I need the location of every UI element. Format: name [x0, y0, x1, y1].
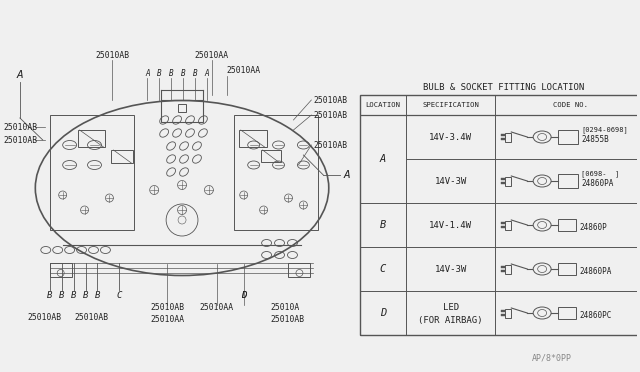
- Text: 14V-3W: 14V-3W: [435, 176, 467, 186]
- Bar: [501, 270, 506, 272]
- Text: 14V-3W: 14V-3W: [435, 264, 467, 273]
- Text: B: B: [169, 68, 173, 77]
- Bar: [289, 263, 310, 277]
- Text: B: B: [47, 291, 52, 299]
- Text: B: B: [193, 68, 197, 77]
- Text: 25010AB: 25010AB: [28, 314, 62, 323]
- Text: (FOR AIRBAG): (FOR AIRBAG): [419, 315, 483, 324]
- Bar: [77, 130, 106, 147]
- Text: CODE NO.: CODE NO.: [554, 102, 589, 108]
- Text: BULB & SOCKET FITTING LOCATION: BULB & SOCKET FITTING LOCATION: [423, 83, 584, 92]
- Text: B: B: [380, 220, 386, 230]
- Text: 25010AB: 25010AB: [3, 135, 37, 144]
- Bar: [506, 264, 511, 273]
- Text: 24855B: 24855B: [581, 135, 609, 144]
- Text: 25010AB: 25010AB: [3, 122, 37, 131]
- Text: A: A: [343, 170, 350, 180]
- Text: 25010AA: 25010AA: [227, 65, 261, 74]
- Text: B: B: [95, 291, 100, 299]
- Bar: [239, 130, 267, 147]
- Text: A: A: [17, 70, 23, 80]
- Text: B: B: [157, 68, 161, 77]
- Text: 25010AB: 25010AB: [314, 141, 348, 150]
- Text: 25010AA: 25010AA: [150, 315, 184, 324]
- Text: 25010AB: 25010AB: [95, 51, 129, 60]
- Bar: [558, 263, 576, 275]
- Text: B: B: [59, 291, 65, 299]
- Text: C: C: [380, 264, 386, 274]
- Bar: [506, 308, 511, 317]
- Bar: [501, 182, 506, 184]
- Bar: [360, 95, 640, 335]
- Text: 24860PA: 24860PA: [581, 179, 613, 187]
- Text: 25010AB: 25010AB: [75, 314, 109, 323]
- Text: 24860P: 24860P: [579, 222, 607, 231]
- Text: 25010A: 25010A: [271, 304, 300, 312]
- Bar: [558, 174, 578, 188]
- Text: B: B: [180, 68, 186, 77]
- Text: 25010AB: 25010AB: [150, 304, 184, 312]
- Bar: [506, 176, 511, 186]
- Text: B: B: [71, 291, 76, 299]
- Bar: [501, 222, 506, 224]
- Bar: [501, 138, 506, 140]
- Bar: [558, 307, 576, 319]
- Text: 25010AB: 25010AB: [314, 96, 348, 105]
- Bar: [506, 221, 511, 230]
- Bar: [501, 134, 506, 136]
- Text: 25010AB: 25010AB: [314, 110, 348, 119]
- Text: A: A: [205, 68, 209, 77]
- Text: B: B: [83, 291, 88, 299]
- Text: D: D: [241, 291, 246, 299]
- Bar: [234, 115, 318, 230]
- Text: LOCATION: LOCATION: [365, 102, 401, 108]
- Text: D: D: [380, 308, 386, 318]
- Text: [0294-0698]: [0294-0698]: [581, 126, 628, 134]
- Text: SPECIFICATION: SPECIFICATION: [422, 102, 479, 108]
- Bar: [501, 226, 506, 228]
- Bar: [50, 263, 72, 277]
- Text: 24860PC: 24860PC: [579, 311, 611, 320]
- Bar: [558, 219, 576, 231]
- Bar: [260, 150, 280, 162]
- Bar: [501, 178, 506, 180]
- Text: 25010AA: 25010AA: [195, 51, 229, 60]
- Text: 14V-3.4W: 14V-3.4W: [429, 132, 472, 141]
- Bar: [501, 266, 506, 268]
- Text: 24860PA: 24860PA: [579, 266, 611, 276]
- Bar: [161, 100, 203, 122]
- Bar: [111, 150, 133, 163]
- Text: 14V-1.4W: 14V-1.4W: [429, 221, 472, 230]
- Text: C: C: [116, 291, 122, 299]
- Bar: [50, 115, 134, 230]
- Text: AP/8*0PP: AP/8*0PP: [532, 353, 572, 362]
- Text: A: A: [145, 68, 150, 77]
- Bar: [558, 130, 578, 144]
- Bar: [506, 132, 511, 141]
- Text: LED: LED: [443, 304, 459, 312]
- Text: [0698-  ]: [0698- ]: [581, 171, 619, 177]
- Bar: [501, 314, 506, 316]
- Text: 25010AA: 25010AA: [200, 304, 234, 312]
- Text: 25010AB: 25010AB: [271, 315, 305, 324]
- Bar: [178, 104, 186, 112]
- Text: A: A: [380, 154, 386, 164]
- Bar: [501, 310, 506, 312]
- Text: D: D: [241, 291, 246, 299]
